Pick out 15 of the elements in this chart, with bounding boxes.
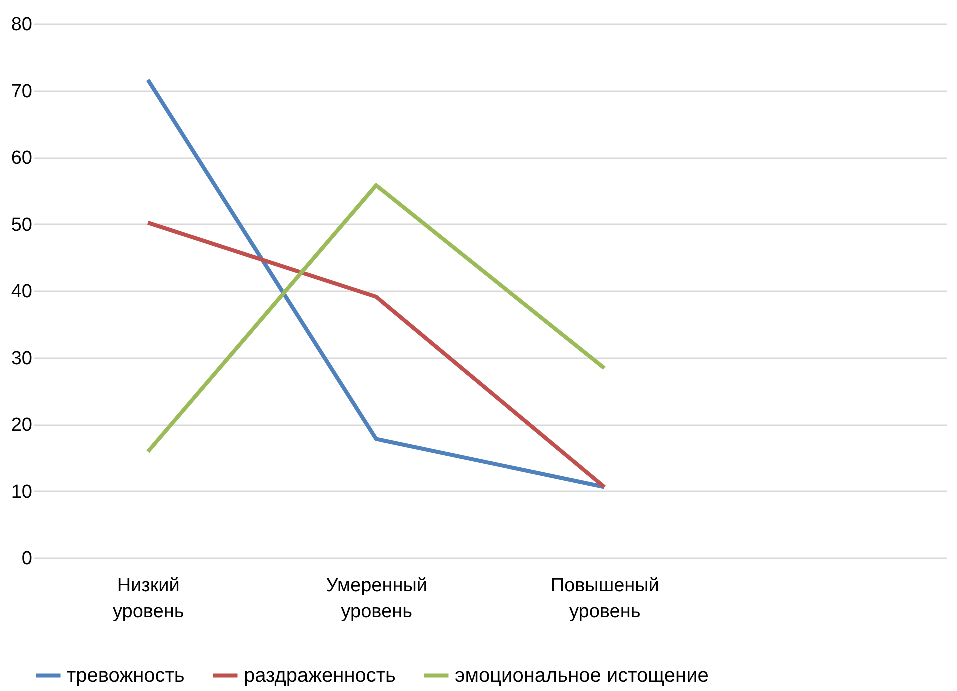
y-tick-label: 40	[11, 282, 32, 302]
y-tick-label: 50	[11, 214, 32, 236]
y-tick-label: 70	[11, 81, 32, 102]
y-tick-label: 10	[11, 482, 32, 503]
x-tick-label: Низкий уровень	[112, 576, 184, 622]
y-tick-label: 30	[11, 348, 32, 370]
legend-label: эмоциональное истощение	[455, 664, 709, 687]
y-tick-label: 80	[11, 14, 32, 36]
y-tick-label: 0	[22, 548, 32, 570]
legend-label: тревожность	[67, 664, 185, 687]
legend-label: раздраженность	[244, 664, 396, 687]
y-tick-label: 60	[11, 148, 32, 169]
y-tick-label: 20	[11, 415, 32, 436]
x-tick-label: Повышеный уровень	[550, 576, 660, 622]
x-tick-label: Умеренный уровень	[326, 576, 428, 622]
